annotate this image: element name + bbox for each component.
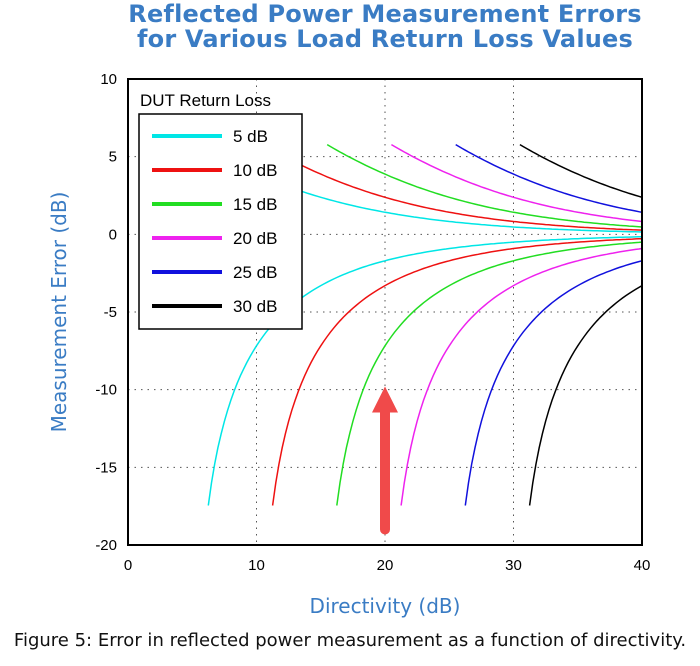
x-axis-title: Directivity (dB) [310, 594, 461, 618]
figure-caption: Figure 5: Error in reflected power measu… [13, 630, 687, 651]
legend-item-label: 15 dB [233, 195, 277, 214]
annotation-arrow [372, 386, 398, 535]
legend-item-label: 10 dB [233, 161, 277, 180]
legend-title: DUT Return Loss [140, 91, 271, 110]
y-tick-label: 0 [109, 226, 117, 243]
series-10db-lower-line [271, 237, 643, 506]
y-tick-label: -15 [95, 459, 117, 476]
series-20db [391, 143, 643, 506]
legend: DUT Return Loss 5 dB 10 dB 15 dB 20 dB 25 dB… [138, 91, 303, 330]
y-axis-title: Measurement Error (dB) [47, 192, 71, 433]
series-25db [455, 143, 643, 506]
legend-item-label: 25 dB [233, 263, 277, 282]
legend-item-label: 20 dB [233, 229, 277, 248]
tick-labels: 0 10 20 30 40 10 5 0 -5 -10 -15 -20 [95, 71, 650, 574]
series-25db-upper-line [455, 143, 643, 214]
legend-box [138, 113, 303, 330]
series-10db [262, 143, 643, 506]
x-tick-label: 40 [634, 557, 651, 574]
series-20db-upper-line [391, 143, 643, 223]
plot-frame [127, 78, 643, 546]
y-tick-label: -20 [95, 537, 117, 554]
chart-title-line-2: for Various Load Return Loss Values [137, 25, 633, 53]
legend-item-label: 30 dB [233, 297, 277, 316]
x-tick-label: 20 [377, 557, 394, 574]
series-30db-lower-line [528, 284, 643, 506]
series-20db-lower-line [400, 247, 643, 506]
x-tick-label: 10 [248, 557, 265, 574]
y-tick-label: 10 [100, 71, 117, 88]
legend-items: 5 dB 10 dB 15 dB 20 dB 25 dB 30 dB [152, 127, 277, 316]
series-15db-upper-line [326, 143, 643, 228]
series-10db-upper-line [262, 143, 643, 231]
y-tick-label: 5 [109, 149, 117, 166]
series-15db [326, 143, 643, 506]
y-tick-label: -5 [104, 304, 117, 321]
x-tick-label: 30 [505, 557, 522, 574]
y-tick-label: -10 [95, 382, 117, 399]
legend-item-label: 5 dB [233, 127, 268, 146]
series-15db-lower-line [336, 241, 643, 506]
x-tick-label: 0 [124, 557, 132, 574]
chart-svg: 0 10 20 30 40 10 5 0 -5 -10 -15 -20 Directivity (dB… [47, 71, 650, 618]
chart-title: Reflected Power Measurement Errors for V… [0, 2, 700, 52]
series-30db-upper-line [519, 143, 643, 199]
series-25db-lower-line [464, 260, 643, 506]
arrow-head [372, 386, 398, 413]
curves [198, 143, 643, 506]
series-30db [519, 143, 643, 506]
chart-title-line-1: Reflected Power Measurement Errors [128, 0, 642, 28]
